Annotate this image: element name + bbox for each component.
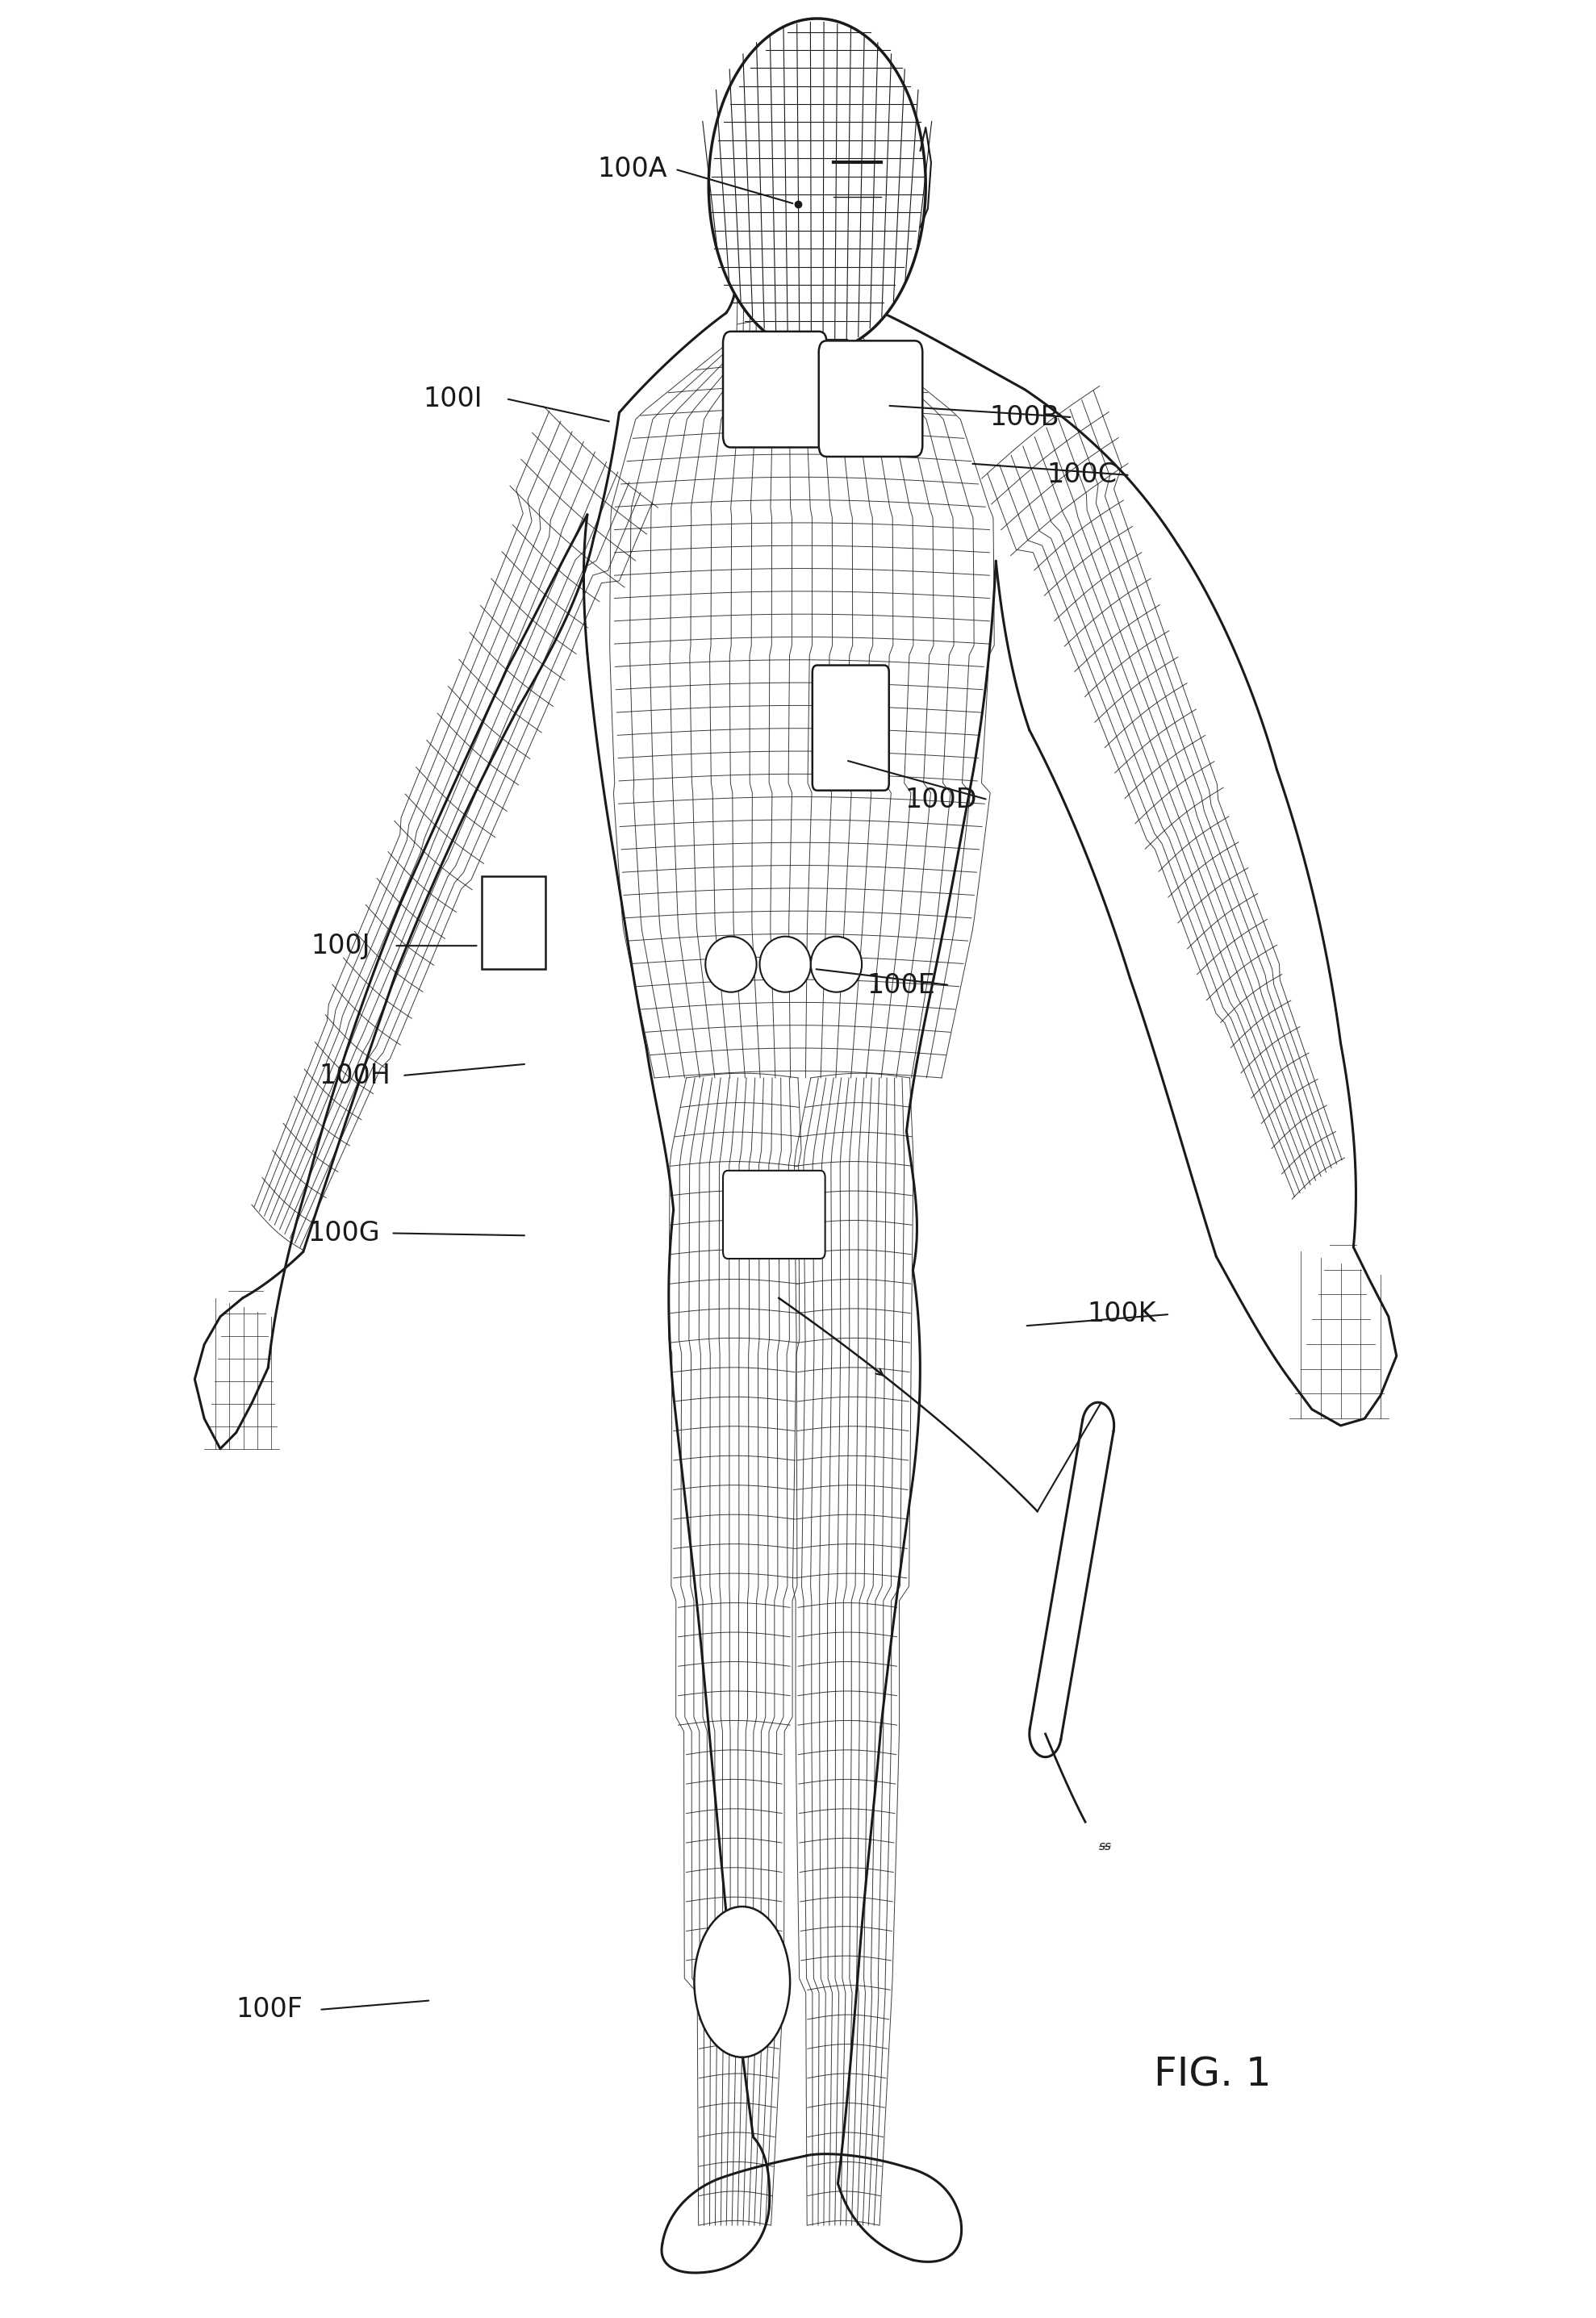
Text: 100I: 100I <box>423 385 482 413</box>
Text: 100C: 100C <box>1047 461 1117 489</box>
Text: 100K: 100K <box>1087 1300 1156 1328</box>
Text: 100J: 100J <box>311 932 370 960</box>
Text: 100A: 100A <box>597 155 667 183</box>
Text: 100H: 100H <box>319 1062 391 1089</box>
Polygon shape <box>709 19 926 352</box>
Text: 100F: 100F <box>236 1996 303 2024</box>
FancyBboxPatch shape <box>723 331 827 447</box>
FancyBboxPatch shape <box>819 341 922 457</box>
FancyBboxPatch shape <box>723 1171 825 1259</box>
Bar <box>482 876 546 969</box>
Ellipse shape <box>705 936 757 992</box>
Text: 100G: 100G <box>308 1219 380 1247</box>
Text: 100D: 100D <box>905 786 977 814</box>
Text: 100E: 100E <box>867 971 935 999</box>
Ellipse shape <box>694 1905 790 2058</box>
Ellipse shape <box>811 936 862 992</box>
Text: 100B: 100B <box>990 403 1060 431</box>
Text: ꞩꞩ: ꞩꞩ <box>1098 1840 1111 1852</box>
FancyBboxPatch shape <box>812 665 889 790</box>
Ellipse shape <box>760 936 811 992</box>
Text: FIG. 1: FIG. 1 <box>1154 2056 1272 2093</box>
